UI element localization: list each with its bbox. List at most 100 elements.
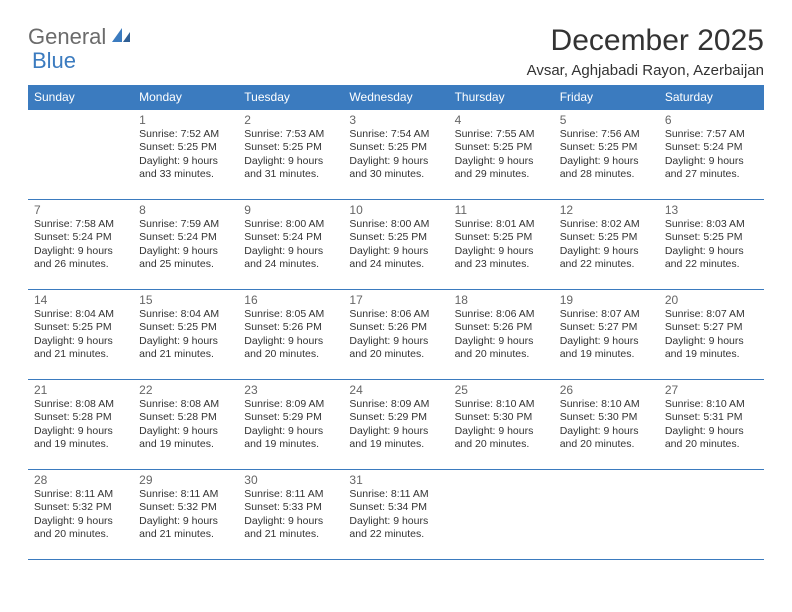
- sunset-text: Sunset: 5:24 PM: [244, 231, 337, 244]
- daylight-text: Daylight: 9 hours and 19 minutes.: [349, 425, 442, 452]
- day-number: 20: [665, 293, 758, 307]
- calendar-day-cell: 8Sunrise: 7:59 AMSunset: 5:24 PMDaylight…: [133, 200, 238, 290]
- sunset-text: Sunset: 5:26 PM: [455, 321, 548, 334]
- sunrise-text: Sunrise: 8:07 AM: [560, 308, 653, 321]
- sunrise-text: Sunrise: 8:03 AM: [665, 218, 758, 231]
- sunset-text: Sunset: 5:25 PM: [560, 231, 653, 244]
- sunrise-text: Sunrise: 7:58 AM: [34, 218, 127, 231]
- logo-sail-icon: [110, 26, 132, 49]
- day-number: 29: [139, 473, 232, 487]
- sunrise-text: Sunrise: 8:10 AM: [665, 398, 758, 411]
- daylight-text: Daylight: 9 hours and 20 minutes.: [665, 425, 758, 452]
- sunrise-text: Sunrise: 8:06 AM: [455, 308, 548, 321]
- calendar-day-cell: 25Sunrise: 8:10 AMSunset: 5:30 PMDayligh…: [449, 380, 554, 470]
- calendar-header-row: SundayMondayTuesdayWednesdayThursdayFrid…: [28, 85, 764, 110]
- sunset-text: Sunset: 5:24 PM: [34, 231, 127, 244]
- daylight-text: Daylight: 9 hours and 20 minutes.: [34, 515, 127, 542]
- weekday-header: Saturday: [659, 85, 764, 110]
- sunset-text: Sunset: 5:25 PM: [139, 141, 232, 154]
- sunrise-text: Sunrise: 7:55 AM: [455, 128, 548, 141]
- day-number: 26: [560, 383, 653, 397]
- month-title: December 2025: [527, 24, 764, 58]
- calendar-day-cell: 24Sunrise: 8:09 AMSunset: 5:29 PMDayligh…: [343, 380, 448, 470]
- daylight-text: Daylight: 9 hours and 26 minutes.: [34, 245, 127, 272]
- header: General December 2025 Avsar, Aghjabadi R…: [28, 24, 764, 79]
- day-number: 13: [665, 203, 758, 217]
- sunrise-text: Sunrise: 7:59 AM: [139, 218, 232, 231]
- calendar-day-cell: 27Sunrise: 8:10 AMSunset: 5:31 PMDayligh…: [659, 380, 764, 470]
- day-number: 28: [34, 473, 127, 487]
- calendar-day-cell: 6Sunrise: 7:57 AMSunset: 5:24 PMDaylight…: [659, 110, 764, 200]
- calendar-day-cell: 2Sunrise: 7:53 AMSunset: 5:25 PMDaylight…: [238, 110, 343, 200]
- weekday-header: Friday: [554, 85, 659, 110]
- day-number: 27: [665, 383, 758, 397]
- sunset-text: Sunset: 5:32 PM: [34, 501, 127, 514]
- sunset-text: Sunset: 5:30 PM: [560, 411, 653, 424]
- day-number: 18: [455, 293, 548, 307]
- daylight-text: Daylight: 9 hours and 29 minutes.: [455, 155, 548, 182]
- day-number: 1: [139, 113, 232, 127]
- calendar-table: SundayMondayTuesdayWednesdayThursdayFrid…: [28, 85, 764, 560]
- sunset-text: Sunset: 5:34 PM: [349, 501, 442, 514]
- daylight-text: Daylight: 9 hours and 24 minutes.: [244, 245, 337, 272]
- sunset-text: Sunset: 5:25 PM: [560, 141, 653, 154]
- daylight-text: Daylight: 9 hours and 19 minutes.: [34, 425, 127, 452]
- day-number: 6: [665, 113, 758, 127]
- daylight-text: Daylight: 9 hours and 20 minutes.: [349, 335, 442, 362]
- calendar-day-cell: 3Sunrise: 7:54 AMSunset: 5:25 PMDaylight…: [343, 110, 448, 200]
- sunrise-text: Sunrise: 8:00 AM: [349, 218, 442, 231]
- calendar-day-cell: 21Sunrise: 8:08 AMSunset: 5:28 PMDayligh…: [28, 380, 133, 470]
- sunset-text: Sunset: 5:24 PM: [665, 141, 758, 154]
- daylight-text: Daylight: 9 hours and 20 minutes.: [455, 425, 548, 452]
- sunset-text: Sunset: 5:26 PM: [244, 321, 337, 334]
- calendar-day-cell: 7Sunrise: 7:58 AMSunset: 5:24 PMDaylight…: [28, 200, 133, 290]
- day-number: 5: [560, 113, 653, 127]
- sunrise-text: Sunrise: 7:56 AM: [560, 128, 653, 141]
- daylight-text: Daylight: 9 hours and 20 minutes.: [244, 335, 337, 362]
- calendar-day-cell: 23Sunrise: 8:09 AMSunset: 5:29 PMDayligh…: [238, 380, 343, 470]
- sunrise-text: Sunrise: 8:11 AM: [349, 488, 442, 501]
- calendar-day-cell: [449, 470, 554, 560]
- sunrise-text: Sunrise: 8:05 AM: [244, 308, 337, 321]
- day-number: 10: [349, 203, 442, 217]
- calendar-day-cell: 14Sunrise: 8:04 AMSunset: 5:25 PMDayligh…: [28, 290, 133, 380]
- day-number: 2: [244, 113, 337, 127]
- day-number: 21: [34, 383, 127, 397]
- calendar-day-cell: 26Sunrise: 8:10 AMSunset: 5:30 PMDayligh…: [554, 380, 659, 470]
- calendar-day-cell: 31Sunrise: 8:11 AMSunset: 5:34 PMDayligh…: [343, 470, 448, 560]
- calendar-day-cell: 1Sunrise: 7:52 AMSunset: 5:25 PMDaylight…: [133, 110, 238, 200]
- weekday-header: Wednesday: [343, 85, 448, 110]
- sunrise-text: Sunrise: 8:11 AM: [244, 488, 337, 501]
- calendar-week-row: 14Sunrise: 8:04 AMSunset: 5:25 PMDayligh…: [28, 290, 764, 380]
- calendar-day-cell: 16Sunrise: 8:05 AMSunset: 5:26 PMDayligh…: [238, 290, 343, 380]
- day-number: 4: [455, 113, 548, 127]
- daylight-text: Daylight: 9 hours and 21 minutes.: [244, 515, 337, 542]
- sunrise-text: Sunrise: 8:09 AM: [244, 398, 337, 411]
- day-number: 9: [244, 203, 337, 217]
- sunrise-text: Sunrise: 8:10 AM: [560, 398, 653, 411]
- daylight-text: Daylight: 9 hours and 21 minutes.: [139, 335, 232, 362]
- calendar-week-row: 21Sunrise: 8:08 AMSunset: 5:28 PMDayligh…: [28, 380, 764, 470]
- daylight-text: Daylight: 9 hours and 27 minutes.: [665, 155, 758, 182]
- calendar-week-row: 1Sunrise: 7:52 AMSunset: 5:25 PMDaylight…: [28, 110, 764, 200]
- daylight-text: Daylight: 9 hours and 22 minutes.: [349, 515, 442, 542]
- daylight-text: Daylight: 9 hours and 23 minutes.: [455, 245, 548, 272]
- sunrise-text: Sunrise: 8:02 AM: [560, 218, 653, 231]
- calendar-day-cell: [554, 470, 659, 560]
- sunset-text: Sunset: 5:32 PM: [139, 501, 232, 514]
- sunrise-text: Sunrise: 7:54 AM: [349, 128, 442, 141]
- calendar-day-cell: 15Sunrise: 8:04 AMSunset: 5:25 PMDayligh…: [133, 290, 238, 380]
- logo-blue-row: Blue: [32, 48, 76, 74]
- calendar-day-cell: 10Sunrise: 8:00 AMSunset: 5:25 PMDayligh…: [343, 200, 448, 290]
- calendar-week-row: 28Sunrise: 8:11 AMSunset: 5:32 PMDayligh…: [28, 470, 764, 560]
- sunset-text: Sunset: 5:25 PM: [244, 141, 337, 154]
- day-number: 8: [139, 203, 232, 217]
- day-number: 3: [349, 113, 442, 127]
- logo-text-blue: Blue: [32, 48, 76, 73]
- daylight-text: Daylight: 9 hours and 22 minutes.: [560, 245, 653, 272]
- sunrise-text: Sunrise: 7:52 AM: [139, 128, 232, 141]
- sunrise-text: Sunrise: 7:53 AM: [244, 128, 337, 141]
- title-block: December 2025 Avsar, Aghjabadi Rayon, Az…: [527, 24, 764, 79]
- day-number: 30: [244, 473, 337, 487]
- sunset-text: Sunset: 5:31 PM: [665, 411, 758, 424]
